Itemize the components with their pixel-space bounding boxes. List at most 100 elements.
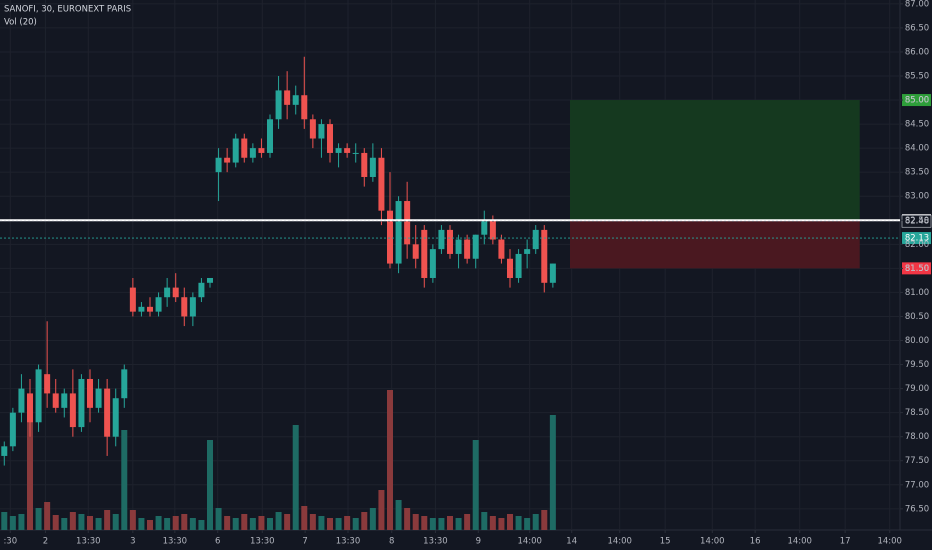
volume-bar	[35, 508, 42, 530]
y-tick-label: 76.50	[905, 504, 929, 514]
volume-bar	[481, 512, 488, 530]
candle-body	[69, 393, 76, 428]
x-tick-label: 14:00	[607, 537, 632, 547]
candle-body	[549, 263, 556, 283]
volume-bar	[215, 508, 222, 530]
volume-bar	[361, 512, 368, 530]
candle-body	[507, 258, 513, 278]
y-tick-label: 81.50	[905, 264, 929, 274]
volume-bar	[524, 518, 531, 530]
x-tick-label: :30	[3, 537, 17, 547]
volume-bar	[532, 514, 539, 530]
volume-bar	[172, 516, 179, 530]
volume-bar	[447, 516, 453, 530]
candle-body	[164, 287, 171, 298]
candle-body	[147, 306, 153, 312]
candle-body	[44, 374, 51, 394]
y-tick-label: 80.00	[905, 336, 929, 346]
price-label-box	[902, 94, 931, 107]
volume-bar	[387, 390, 393, 530]
volume-bar	[258, 516, 265, 530]
price-label: 85.00	[905, 96, 929, 106]
candle-body	[87, 378, 93, 408]
y-tick-label: 85.00	[905, 96, 929, 106]
candle-body	[344, 148, 351, 153]
volume-bar	[44, 502, 51, 530]
y-tick-label: 86.50	[905, 23, 929, 33]
volume-bar	[404, 508, 411, 530]
y-tick-label: 84.50	[905, 120, 929, 130]
y-tick-label: 77.00	[905, 480, 929, 490]
volume-bar	[438, 518, 445, 530]
y-tick-label: 83.50	[905, 168, 929, 178]
volume-bar	[309, 514, 316, 530]
volume-bar	[489, 516, 496, 530]
position-tool	[570, 100, 860, 269]
candle-body	[412, 244, 419, 259]
y-tick-label: 82.50	[905, 216, 929, 226]
volume-bar	[18, 514, 25, 530]
candle-body	[455, 239, 462, 254]
price-label-box	[902, 232, 931, 245]
volume-bar	[275, 512, 282, 530]
candle-body	[241, 138, 248, 158]
candle-body	[335, 148, 342, 153]
candle-body	[181, 297, 188, 317]
volume-bar	[395, 500, 402, 530]
y-tick-label: 87.00	[905, 0, 929, 9]
volume-bar	[181, 514, 188, 530]
candle-body	[121, 369, 128, 399]
candle-body	[301, 95, 308, 120]
candle-body	[232, 138, 239, 163]
x-tick-label: 13:30	[250, 537, 275, 547]
candle-body	[438, 229, 445, 250]
price-label-box	[902, 262, 931, 275]
volume-bar	[104, 510, 111, 530]
volume-bar	[455, 518, 462, 530]
candle-body	[112, 398, 119, 437]
volume-bar	[121, 430, 128, 530]
x-tick-label: 7	[302, 537, 307, 547]
candle-body	[198, 282, 205, 298]
volume-bar	[87, 516, 93, 530]
volume-bar	[155, 516, 162, 530]
y-tick-label: 83.00	[905, 192, 929, 202]
volume-bar	[267, 518, 273, 530]
y-tick-label: 78.50	[905, 408, 929, 418]
volume-bar	[464, 514, 471, 530]
volume-bar	[344, 516, 351, 530]
candle-body	[224, 157, 231, 163]
candle-body	[524, 249, 531, 254]
candle-body	[429, 249, 436, 278]
axes: 76.50 77.00 77.50 78.00 78.50 79.00 79.50 80.00…	[3, 0, 929, 547]
x-tick-label: 14	[566, 537, 577, 547]
x-tick-label: 6	[215, 537, 220, 547]
volume-bar	[507, 514, 513, 530]
candle-body	[129, 287, 136, 312]
volume-bar	[541, 510, 548, 530]
y-tick-label: 84.00	[905, 144, 929, 154]
price-label: 81.50	[905, 264, 929, 274]
volume-bar	[27, 420, 33, 530]
x-tick-label: 13:30	[76, 537, 101, 547]
volume-bar	[412, 514, 419, 530]
volume-bar	[9, 516, 16, 530]
candle-body	[464, 239, 471, 259]
x-tick-label: 14:00	[787, 537, 812, 547]
candle-body	[95, 388, 102, 408]
volume-bar	[318, 516, 325, 530]
candle-body	[138, 306, 145, 312]
candle-body	[352, 152, 359, 154]
price-label: 82.13	[905, 234, 929, 244]
volume-bar	[301, 506, 308, 530]
candle-body	[481, 220, 488, 235]
candle-body	[258, 148, 265, 153]
candle-body	[18, 388, 25, 413]
volume-bar	[352, 518, 359, 530]
volume-bar	[95, 518, 102, 530]
volume-bar	[189, 518, 196, 530]
candle-body	[52, 393, 59, 408]
candle-body	[309, 119, 316, 139]
y-tick-label: 77.50	[905, 456, 929, 466]
